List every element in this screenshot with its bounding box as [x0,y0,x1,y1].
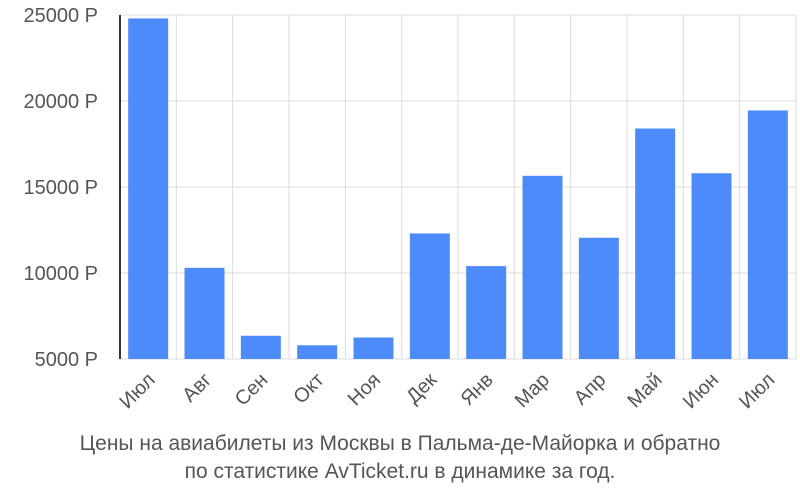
chart-caption: Цены на авиабилеты из Москвы в Пальма-де… [0,430,800,486]
bar-chart: 5000 Р 10000 Р 15000 Р 20000 Р 25000 Р Июл Ав… [23,5,797,413]
x-tick-label: Авг [178,369,216,407]
bar [353,337,394,359]
x-tick-label: Янв [457,369,498,410]
x-tick-label: Дек [402,369,441,408]
bars [128,18,788,360]
caption-line-2: по статистике AvTicket.ru в динамике за … [184,460,616,483]
y-tick-label: 20000 Р [23,91,98,113]
x-tick-label: Май [623,369,666,412]
x-tick-label: Апр [570,369,611,410]
bar [522,175,563,359]
x-tick-label: Ноя [344,369,385,410]
bar [466,266,507,359]
x-tick-label: Июл [735,369,779,413]
bar [128,18,169,359]
y-tick-label: 10000 Р [23,263,98,285]
y-axis-ticks: 5000 Р 10000 Р 15000 Р 20000 Р 25000 Р [23,5,98,371]
x-tick-label: Июл [115,369,159,413]
caption-line-1: Цены на авиабилеты из Москвы в Пальма-де… [79,432,721,455]
grid [120,14,797,360]
x-tick-label: Июн [679,369,723,413]
bar [578,237,619,359]
x-axis-ticks: Июл Авг Сен Окт Ноя Дек Янв Мар Апр Май Июн Июл [115,369,779,413]
bar [691,173,732,359]
x-tick-label: Окт [289,369,328,408]
y-tick-label: 15000 Р [23,177,98,199]
y-tick-label: 25000 Р [23,5,98,27]
bar [747,110,788,360]
bar [297,345,338,359]
y-tick-label: 5000 Р [35,349,98,371]
bar [240,335,281,359]
x-tick-label: Мар [511,369,554,412]
bar [184,267,225,359]
x-tick-label: Сен [231,369,272,410]
bar [635,128,676,359]
bar [409,233,450,359]
